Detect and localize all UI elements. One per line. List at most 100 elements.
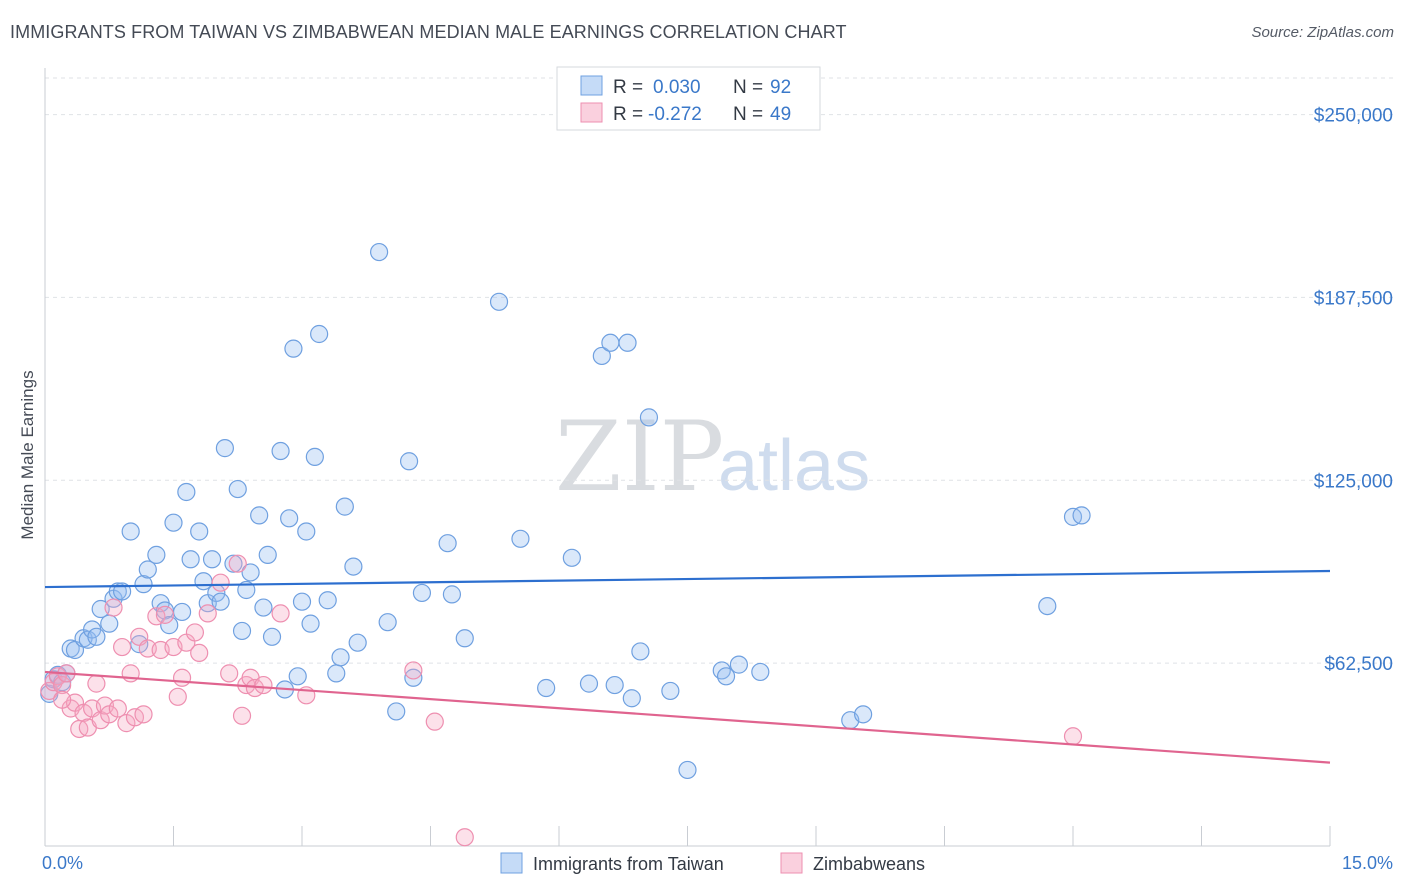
taiwan-point (297, 522, 316, 541)
taiwan-point (404, 668, 423, 687)
legend-n-label-taiwan: N = (733, 77, 763, 98)
zimbabwean-point (455, 828, 474, 847)
taiwan-point (138, 560, 157, 579)
taiwan-point (254, 598, 273, 617)
taiwan-point (181, 550, 200, 569)
watermark-zip: ZIP (555, 401, 724, 513)
zimbabwean-point (271, 604, 290, 623)
taiwan-point (489, 292, 509, 311)
taiwan-point (172, 602, 192, 622)
x-tick-labels: 0.0% 15.0% (42, 853, 1393, 873)
bottom-legend-label-zimbabwean: Zimbabweans (813, 854, 925, 874)
legend-r-label-zimbabwean: R = (613, 104, 643, 125)
taiwan-point (310, 324, 329, 344)
taiwan-point (292, 592, 312, 611)
taiwan-point (348, 633, 367, 652)
zimbabwean-point (168, 687, 187, 706)
correlation-legend: R = 0.030 N = 92 R = -0.272 N = 49 (556, 66, 821, 131)
taiwan-point (370, 242, 389, 262)
taiwan-point (678, 760, 697, 780)
taiwan-point (639, 408, 659, 427)
taiwan-point (177, 482, 196, 502)
taiwan-point (228, 479, 247, 499)
taiwan-point (618, 333, 637, 352)
taiwan-point (631, 642, 650, 661)
taiwan-points (40, 242, 1091, 780)
y-tick-label: $187,500 (1314, 288, 1393, 309)
taiwan-point (729, 655, 749, 674)
taiwan-point (258, 545, 277, 564)
taiwan-point (716, 667, 736, 686)
taiwan-point (331, 648, 350, 667)
taiwan-point (751, 662, 770, 682)
taiwan-point (622, 689, 641, 708)
taiwan-point (387, 702, 406, 721)
bottom-legend-swatch-taiwan (500, 852, 523, 874)
legend-r-value-taiwan: 0.030 (653, 77, 701, 98)
zimbabwean-point (211, 573, 230, 592)
zimbabwean-point (74, 703, 93, 722)
taiwan-point (442, 585, 462, 604)
legend-n-value-taiwan: 92 (770, 77, 791, 98)
zimbabwean-point (232, 706, 252, 725)
zimbabwean-trend-line (44, 670, 1331, 764)
source-label: Source: ZipAtlas.com (1251, 24, 1394, 41)
taiwan-point (601, 333, 620, 352)
zimbabwean-point (53, 675, 72, 695)
watermark-atlas: atlas (718, 426, 870, 506)
zimbabwean-point (190, 643, 209, 663)
taiwan-point (237, 580, 256, 600)
zimbabwean-point (404, 661, 423, 680)
zimbabwean-point (185, 623, 205, 642)
legend-swatch-taiwan (580, 75, 603, 96)
taiwan-point (661, 681, 680, 701)
taiwan-point (562, 548, 581, 567)
zimbabwean-point (108, 699, 127, 718)
zimbabwean-point (134, 705, 153, 724)
taiwan-point (335, 497, 354, 516)
taiwan-point (190, 522, 209, 541)
taiwan-point (301, 614, 320, 633)
legend-n-value-zimbabwean: 49 (770, 104, 791, 125)
zimbabwean-point (104, 598, 123, 617)
zimbabwean-point (425, 712, 444, 731)
zimbabwean-point (254, 675, 273, 695)
taiwan-point (130, 635, 149, 654)
taiwan-point (284, 339, 303, 358)
taiwan-point (378, 613, 397, 632)
series-legend: Immigrants from Taiwan Zimbabweans (500, 852, 925, 874)
zimbabwean-point (87, 674, 106, 693)
zimbabwean-point (155, 605, 175, 624)
trend-lines (44, 569, 1331, 764)
zimbabwean-point (172, 668, 192, 687)
legend-r-value-zimbabwean: -0.272 (648, 104, 702, 125)
zimbabwean-point (112, 637, 132, 657)
zimbabwean-point (53, 690, 72, 709)
taiwan-point (318, 591, 337, 610)
taiwan-point (605, 675, 624, 695)
taiwan-point (344, 557, 363, 576)
taiwan-point (438, 534, 457, 553)
legend-r-label-taiwan: R = (613, 77, 643, 98)
taiwan-point (399, 452, 419, 471)
y-tick-label: $125,000 (1314, 471, 1393, 492)
taiwan-point (241, 563, 260, 582)
x-tick-label-max: 15.0% (1342, 853, 1393, 873)
bottom-legend-label-taiwan: Immigrants from Taiwan (533, 854, 724, 874)
legend-n-label-zimbabwean: N = (733, 104, 763, 125)
taiwan-point (250, 506, 269, 525)
y-tick-labels: $62,500 $125,000 $187,500 $250,000 (1314, 106, 1393, 676)
zimbabwean-points (40, 554, 1083, 847)
zimbabwean-point (1063, 727, 1083, 746)
taiwan-point (232, 621, 252, 641)
taiwan-point (224, 554, 243, 573)
chart-title: IMMIGRANTS FROM TAIWAN VS ZIMBABWEAN MED… (10, 22, 847, 42)
taiwan-point (327, 664, 346, 683)
x-tick-label-min: 0.0% (42, 853, 83, 873)
bottom-legend-swatch-zimbabwean (780, 852, 803, 874)
taiwan-point (537, 678, 556, 698)
taiwan-point (160, 616, 179, 635)
taiwan-point (280, 509, 299, 528)
taiwan-point (215, 439, 234, 458)
y-tick-label: $250,000 (1314, 106, 1393, 127)
